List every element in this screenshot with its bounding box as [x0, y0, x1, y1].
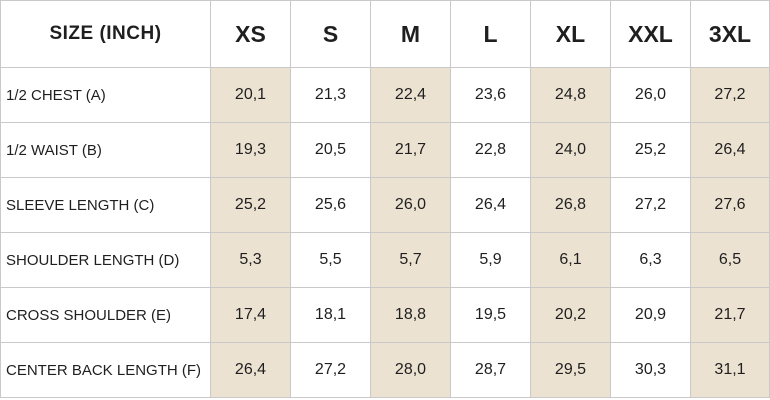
table-row: CROSS SHOULDER (E) 17,4 18,1 18,8 19,5 20,2 20…: [0, 287, 770, 343]
row-label: CROSS SHOULDER (E): [0, 287, 211, 343]
row-label: SHOULDER LENGTH (D): [0, 232, 211, 288]
measurement-cell: 26,0: [610, 67, 691, 123]
size-chart-body: 1/2 CHEST (A) 20,1 21,3 22,4 23,6 24,8 26,0 27,…: [0, 67, 770, 398]
measurement-cell: 22,8: [450, 122, 531, 178]
measurement-cell: 19,3: [210, 122, 291, 178]
measurement-cell: 26,4: [690, 122, 770, 178]
header-label: SIZE (INCH): [0, 0, 211, 68]
measurement-cell: 21,3: [290, 67, 371, 123]
measurement-cell: 5,5: [290, 232, 371, 288]
row-label: 1/2 CHEST (A): [0, 67, 211, 123]
measurement-cell: 26,4: [450, 177, 531, 233]
measurement-cell: 5,9: [450, 232, 531, 288]
measurement-cell: 5,3: [210, 232, 291, 288]
header-row: SIZE (INCH) XS S M L XL XXL 3XL: [0, 0, 770, 68]
size-header-xl: XL: [530, 0, 611, 68]
measurement-cell: 27,6: [690, 177, 770, 233]
row-label: CENTER BACK LENGTH (F): [0, 342, 211, 398]
measurement-cell: 21,7: [370, 122, 451, 178]
size-header-l: L: [450, 0, 531, 68]
measurement-cell: 26,0: [370, 177, 451, 233]
measurement-cell: 28,7: [450, 342, 531, 398]
measurement-cell: 25,6: [290, 177, 371, 233]
table-row: CENTER BACK LENGTH (F) 26,4 27,2 28,0 28,7 29…: [0, 342, 770, 398]
measurement-cell: 25,2: [210, 177, 291, 233]
measurement-cell: 18,8: [370, 287, 451, 343]
table-row: 1/2 WAIST (B) 19,3 20,5 21,7 22,8 24,0 25,2 26,…: [0, 122, 770, 178]
size-header-xxl: XXL: [610, 0, 691, 68]
size-header-3xl: 3XL: [690, 0, 770, 68]
measurement-cell: 24,0: [530, 122, 611, 178]
size-header-s: S: [290, 0, 371, 68]
measurement-cell: 5,7: [370, 232, 451, 288]
row-label: 1/2 WAIST (B): [0, 122, 211, 178]
table-row: 1/2 CHEST (A) 20,1 21,3 22,4 23,6 24,8 26,0 27,…: [0, 67, 770, 123]
measurement-cell: 6,5: [690, 232, 770, 288]
size-header-m: M: [370, 0, 451, 68]
measurement-cell: 6,3: [610, 232, 691, 288]
measurement-cell: 20,2: [530, 287, 611, 343]
measurement-cell: 22,4: [370, 67, 451, 123]
row-label: SLEEVE LENGTH (C): [0, 177, 211, 233]
measurement-cell: 29,5: [530, 342, 611, 398]
measurement-cell: 17,4: [210, 287, 291, 343]
measurement-cell: 20,9: [610, 287, 691, 343]
measurement-cell: 26,8: [530, 177, 611, 233]
size-chart-header: SIZE (INCH) XS S M L XL XXL 3XL: [0, 0, 770, 68]
measurement-cell: 23,6: [450, 67, 531, 123]
measurement-cell: 26,4: [210, 342, 291, 398]
measurement-cell: 6,1: [530, 232, 611, 288]
measurement-cell: 20,5: [290, 122, 371, 178]
measurement-cell: 19,5: [450, 287, 531, 343]
measurement-cell: 25,2: [610, 122, 691, 178]
measurement-cell: 27,2: [690, 67, 770, 123]
measurement-cell: 31,1: [690, 342, 770, 398]
measurement-cell: 24,8: [530, 67, 611, 123]
measurement-cell: 18,1: [290, 287, 371, 343]
measurement-cell: 20,1: [210, 67, 291, 123]
measurement-cell: 28,0: [370, 342, 451, 398]
measurement-cell: 27,2: [610, 177, 691, 233]
measurement-cell: 21,7: [690, 287, 770, 343]
measurement-cell: 30,3: [610, 342, 691, 398]
measurement-cell: 27,2: [290, 342, 371, 398]
table-row: SLEEVE LENGTH (C) 25,2 25,6 26,0 26,4 26,8 27,…: [0, 177, 770, 233]
table-row: SHOULDER LENGTH (D) 5,3 5,5 5,7 5,9 6,1 6,3 6,5: [0, 232, 770, 288]
size-header-xs: XS: [210, 0, 291, 68]
